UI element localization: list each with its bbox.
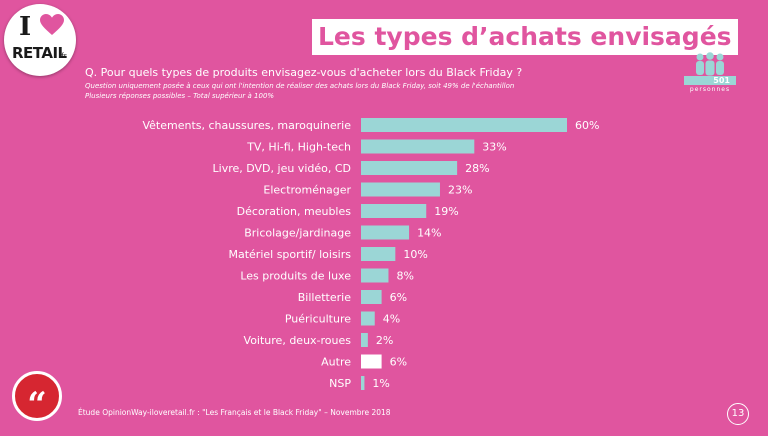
iloveretail-logo: I RETAIL .fr (4, 4, 76, 76)
logo-word: RETAIL (12, 44, 67, 62)
bar (361, 354, 382, 369)
category-label: Electroménager (263, 184, 351, 197)
logo-letter: I (19, 12, 32, 42)
value-label: 10% (403, 248, 427, 261)
survey-note: Plusieurs réponses possibles – Total sup… (85, 92, 275, 100)
category-label: Bricolage/jardinage (244, 227, 351, 240)
bar (361, 376, 365, 390)
bar (361, 182, 440, 197)
value-label: 8% (396, 270, 413, 283)
value-label: 6% (390, 291, 407, 304)
bar (361, 333, 368, 347)
category-label: Voiture, deux-roues (244, 334, 352, 347)
value-label: 33% (482, 141, 506, 154)
page-number: 13 (727, 403, 749, 425)
category-label: Autre (321, 356, 351, 369)
survey-note: Question uniquement posée à ceux qui ont… (85, 82, 515, 90)
survey-question: Q. Pour quels types de produits envisage… (85, 66, 523, 79)
people-icon (696, 52, 724, 76)
category-label: Les produits de luxe (240, 270, 351, 283)
category-label: Puériculture (285, 313, 351, 326)
bar (361, 247, 396, 261)
logo-suffix: .fr (59, 52, 67, 60)
sample-label: personnes (689, 86, 731, 93)
sample-count: 501 (713, 76, 730, 85)
value-label: 4% (383, 313, 400, 326)
bar (361, 118, 567, 132)
bar (361, 225, 410, 240)
category-label: Décoration, meubles (237, 205, 352, 218)
slide-title: Les types d’achats envisagés (312, 19, 738, 55)
bar (361, 139, 475, 154)
category-label: Billetterie (298, 291, 351, 304)
value-label: 6% (390, 356, 407, 369)
heart-icon (40, 14, 64, 35)
category-label: Matériel sportif/ loisirs (228, 248, 351, 261)
category-label: TV, Hi-fi, High-tech (246, 141, 351, 154)
bar (361, 311, 375, 326)
value-label: 2% (376, 334, 393, 347)
source-note: Étude OpinionWay-iloveretail.fr : "Les F… (78, 408, 391, 417)
quotation-mark-icon: “ (12, 371, 62, 425)
value-label: 19% (434, 205, 458, 218)
value-label: 28% (465, 162, 489, 175)
category-label: Vêtements, chaussures, maroquinerie (142, 119, 351, 132)
value-label: 14% (417, 227, 441, 240)
bar (361, 290, 382, 304)
bar (361, 161, 458, 175)
category-label: NSP (329, 377, 351, 390)
value-label: 60% (575, 119, 599, 132)
bar (361, 268, 389, 283)
category-label: Livre, DVD, jeu vidéo, CD (213, 162, 351, 175)
value-label: 23% (448, 184, 472, 197)
sample-size: 501 (684, 76, 736, 85)
bar (361, 204, 427, 218)
value-label: 1% (372, 377, 389, 390)
